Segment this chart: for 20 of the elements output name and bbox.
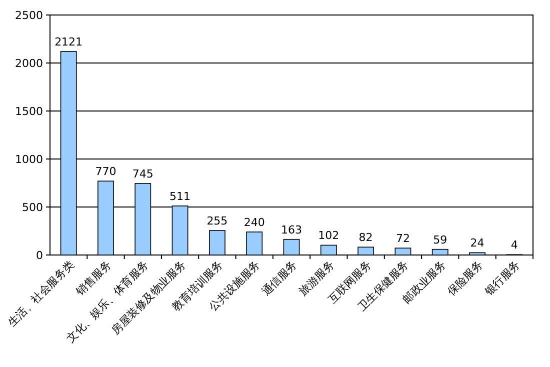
y-tick-label: 1500 [15,105,43,118]
data-label: 24 [470,236,484,250]
data-label: 163 [281,223,302,236]
data-label: 240 [244,216,265,229]
data-label: 770 [95,165,116,178]
y-tick-label: 2500 [15,9,43,22]
y-tick-label: 0 [36,249,43,262]
data-label: 745 [132,167,154,180]
data-label: 511 [170,190,191,203]
x-tick-label: 通信服务 [259,258,300,298]
data-label: 2121 [54,35,83,48]
data-label: 82 [358,231,373,244]
y-tick-label: 1000 [15,153,43,166]
y-tick-label: 2000 [15,57,43,70]
data-label: 72 [396,232,410,246]
data-label: 4 [510,238,518,252]
data-label: 255 [206,214,228,228]
data-label: 59 [433,233,448,246]
data-label: 102 [318,229,340,242]
y-tick-label: 500 [22,201,43,214]
